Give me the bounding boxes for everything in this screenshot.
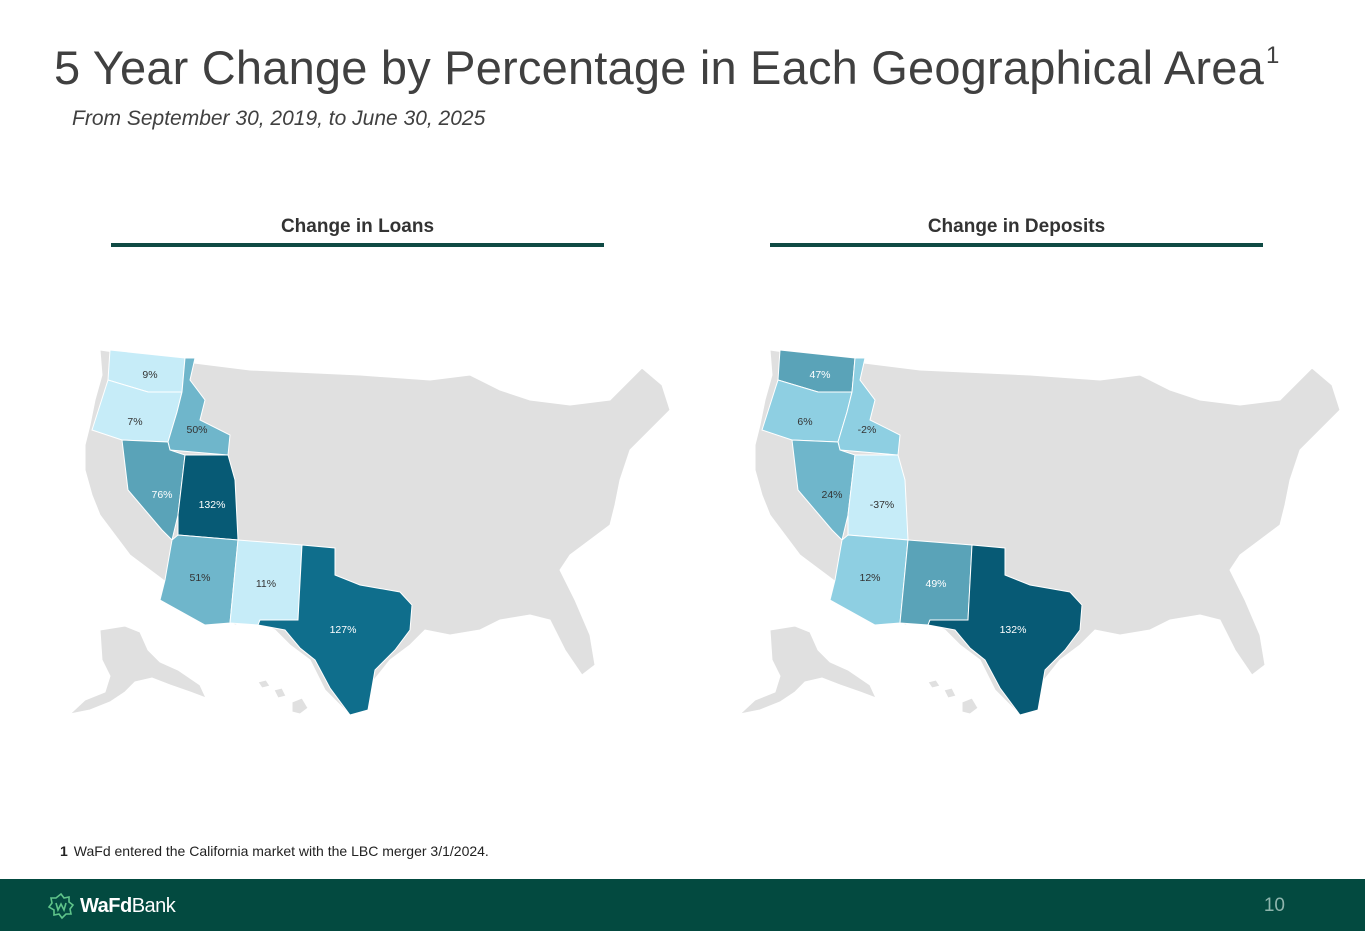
deposits-label-az: 12%: [859, 572, 880, 584]
loans-state-ut: [177, 454, 239, 541]
hawaii-island-shape: [927, 679, 941, 689]
logo-wordmark-bold: WaFd: [80, 894, 132, 917]
loans-label-tx: 127%: [330, 624, 357, 636]
deposits-state-id: [837, 357, 901, 456]
hawaii-island-shape: [291, 697, 309, 715]
deposits-label-id: -2%: [858, 424, 877, 436]
loans-heading: Change in Loans: [280, 216, 435, 237]
deposits-label-ut: -37%: [870, 499, 895, 511]
loans-label-nm: 11%: [256, 578, 276, 590]
page-number: 10: [1263, 895, 1285, 916]
loans-map: 9% 7% 50% 76% 132% 51% 11% 127%: [68, 349, 671, 716]
deposits-state-ut: [847, 454, 909, 541]
deposits-label-tx: 132%: [1000, 624, 1027, 636]
deposits-state-tx: [927, 544, 1083, 716]
deposits-heading: Change in Deposits: [927, 216, 1106, 237]
logo-wordmark-regular: Bank: [131, 894, 176, 917]
loans-heading-rule: [111, 243, 604, 247]
page-title-text: 5 Year Change by Percentage in Each Geog…: [54, 41, 1264, 94]
deposits-label-wa: 47%: [809, 369, 830, 381]
loans-label-wa: 9%: [142, 369, 157, 381]
loans-label-az: 51%: [189, 572, 210, 584]
deposits-heading-rule: [770, 243, 1263, 247]
hawaii-island-shape: [273, 687, 287, 699]
wafd-bank-logo: WaFdBank: [46, 891, 176, 921]
deposits-label-nv: 24%: [821, 489, 842, 501]
page-title: 5 Year Change by Percentage in Each Geog…: [54, 40, 1280, 95]
loans-label-nv: 76%: [151, 489, 172, 501]
loans-label-ut: 132%: [199, 499, 226, 511]
alaska-shape: [738, 625, 877, 715]
deposits-label-nm: 49%: [925, 578, 946, 590]
footnote-number: 1: [60, 843, 68, 859]
footer-bar: WaFdBank 10: [0, 879, 1365, 931]
loans-state-tx: [257, 544, 413, 716]
loans-label-id: 50%: [186, 424, 207, 436]
page-subtitle: From September 30, 2019, to June 30, 202…: [72, 107, 486, 130]
hawaii-island-shape: [943, 687, 957, 699]
deposits-label-or: 6%: [797, 416, 812, 428]
footnote-text: WaFd entered the California market with …: [73, 843, 489, 859]
footnote: 1 WaFd entered the California market with…: [60, 843, 489, 859]
alaska-shape: [68, 625, 207, 715]
deposits-map: 47% 6% -2% 24% -37% 12% 49% 132%: [738, 349, 1341, 716]
hawaii-island-shape: [257, 679, 271, 689]
loans-label-or: 7%: [127, 416, 142, 428]
wafd-emblem-icon: [47, 892, 75, 920]
us-outline-shape: [84, 349, 671, 716]
title-footnote-marker: 1: [1265, 42, 1280, 70]
logo-wordmark: WaFdBank: [80, 894, 176, 918]
hawaii-island-shape: [961, 697, 979, 715]
loans-state-id: [167, 357, 231, 456]
us-outline-shape: [754, 349, 1341, 716]
